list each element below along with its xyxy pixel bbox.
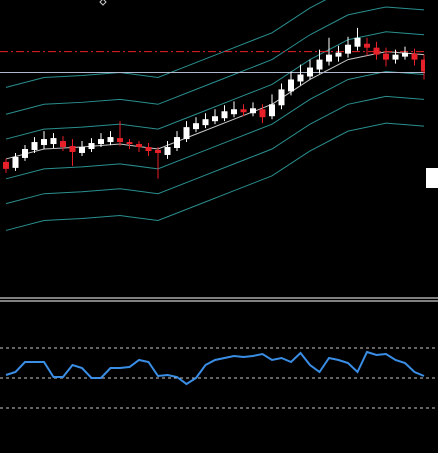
candle-body: [174, 137, 180, 149]
candle-body: [231, 109, 237, 115]
candle-body: [202, 119, 209, 126]
candle-body: [373, 47, 380, 55]
candle-body: [22, 149, 28, 158]
candle-body: [3, 161, 9, 169]
candle-body: [107, 137, 114, 143]
candle-body: [145, 147, 152, 151]
candle-body: [259, 109, 266, 118]
candle-body: [326, 54, 332, 62]
candle-body: [88, 143, 95, 149]
candle-body: [335, 52, 342, 57]
candle-body: [50, 138, 57, 145]
candle-body: [221, 111, 228, 119]
candle-body: [212, 116, 218, 122]
candle-body: [136, 144, 142, 148]
candle-body: [41, 139, 47, 146]
candle-body: [240, 109, 247, 113]
candle-body: [297, 74, 304, 82]
band-line: [5, 6, 425, 115]
side-tab: [426, 168, 438, 188]
candle-body: [60, 141, 66, 148]
candle-body: [193, 123, 199, 130]
band-line: [5, 122, 425, 231]
candle-body: [411, 53, 418, 60]
band-line: [5, 95, 425, 205]
candle-body: [69, 146, 76, 152]
candle-body: [345, 44, 351, 54]
candle-body: [278, 89, 285, 106]
candle-body: [383, 53, 389, 60]
candle-body: [307, 67, 313, 77]
band-line: [5, 31, 425, 140]
oscillator-line: [5, 350, 425, 386]
candle-body: [364, 43, 370, 48]
band-line: [5, 0, 327, 88]
candle-body: [31, 142, 38, 150]
band-line: [5, 51, 425, 160]
candle-body: [421, 59, 425, 72]
candle-body: [288, 79, 294, 92]
candle-body: [126, 142, 133, 145]
candle-body: [250, 108, 256, 114]
candle-body: [98, 139, 104, 145]
candle-body: [392, 54, 399, 60]
oscillator-panel: [0, 347, 438, 409]
candle-body: [117, 138, 123, 143]
price-panel: [0, 0, 425, 231]
candle-body: [12, 156, 19, 168]
candle-body: [183, 127, 190, 140]
candle-body: [316, 59, 323, 70]
candle-body: [155, 149, 161, 153]
candle-body: [402, 52, 408, 57]
candle-body: [269, 104, 275, 117]
candle-body: [164, 147, 171, 155]
candle-body: [79, 147, 85, 153]
marker-icon: [99, 0, 107, 6]
band-line: [5, 71, 425, 180]
candle-body: [354, 37, 361, 47]
